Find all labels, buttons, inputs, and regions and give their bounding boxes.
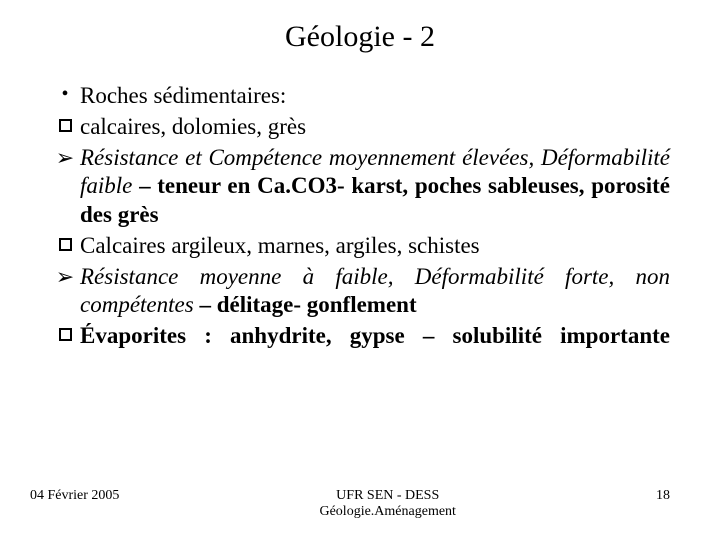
bullet-item-5: ➢ Résistance moyenne à faible, Déformabi… [50, 263, 670, 321]
slide-title: Géologie - 2 [50, 20, 670, 54]
arrow-bullet-icon: ➢ [50, 263, 80, 291]
dot-bullet-icon: • [50, 82, 80, 107]
bullet-text: Résistance moyenne à faible, Déformabili… [80, 263, 670, 321]
bullet-text: calcaires, dolomies, grès [80, 113, 670, 142]
footer-page-number: 18 [656, 488, 670, 504]
square-bullet-icon [50, 113, 80, 132]
bullet-item-3: ➢ Résistance et Compétence moyennement é… [50, 144, 670, 230]
bullet-text: Évaporites : anhydrite, gypse – solubili… [80, 322, 670, 351]
square-bullet-icon [50, 232, 80, 251]
slide-footer: 04 Février 2005 UFR SEN - DESS Géologie.… [0, 488, 720, 520]
bold-text: – solubilité importante [423, 323, 670, 348]
slide-body: • Roches sédimentaires: calcaires, dolom… [50, 82, 670, 351]
bold-text: Évaporites : anhydrite, gypse [80, 323, 423, 348]
bullet-item-1: • Roches sédimentaires: [50, 82, 670, 111]
bold-text: – teneur en Ca.CO3- karst, poches sableu… [80, 173, 670, 227]
bullet-item-6: Évaporites : anhydrite, gypse – solubili… [50, 322, 670, 351]
bullet-item-2: calcaires, dolomies, grès [50, 113, 670, 142]
bold-text: – délitage- gonflement [194, 292, 417, 317]
bullet-item-4: Calcaires argileux, marnes, argiles, sch… [50, 232, 670, 261]
footer-source: UFR SEN - DESS Géologie.Aménagement [119, 488, 656, 520]
footer-line2: Géologie.Aménagement [119, 504, 656, 520]
square-bullet-icon [50, 322, 80, 341]
footer-line1: UFR SEN - DESS [119, 488, 656, 504]
bullet-text: Résistance et Compétence moyennement éle… [80, 144, 670, 230]
footer-date: 04 Février 2005 [30, 488, 119, 504]
arrow-bullet-icon: ➢ [50, 144, 80, 172]
bullet-text: Calcaires argileux, marnes, argiles, sch… [80, 232, 670, 261]
bullet-text: Roches sédimentaires: [80, 82, 670, 111]
